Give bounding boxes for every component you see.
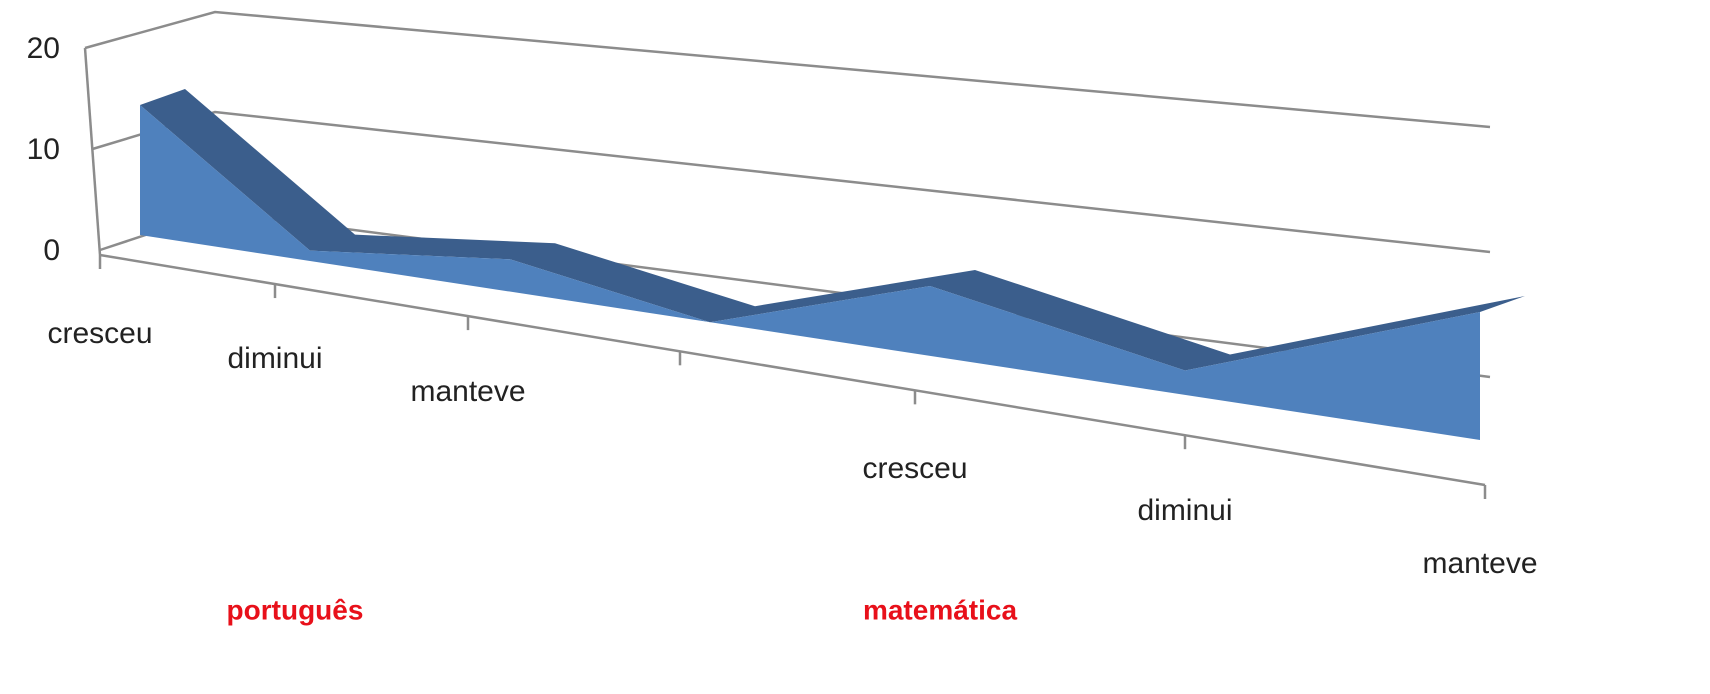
x-tick-label: diminui — [227, 342, 322, 375]
grid-line — [84, 10, 1491, 129]
y-tick-label: 0 — [43, 234, 60, 267]
group-label: matemática — [863, 594, 1018, 625]
x-tick-label: manteve — [1422, 547, 1537, 580]
x-tick-label: cresceu — [47, 317, 152, 350]
x-axis — [99, 253, 1486, 487]
area — [140, 105, 1480, 440]
x-tick-label: manteve — [410, 375, 525, 408]
grid-line — [92, 110, 1491, 254]
y-tick-label: 20 — [27, 32, 60, 65]
x-tick-label: diminui — [1137, 494, 1232, 527]
group-label: português — [227, 594, 364, 625]
y-tick-label: 10 — [27, 133, 60, 166]
y-axis — [83, 47, 102, 256]
x-tick-label: cresceu — [862, 452, 967, 485]
